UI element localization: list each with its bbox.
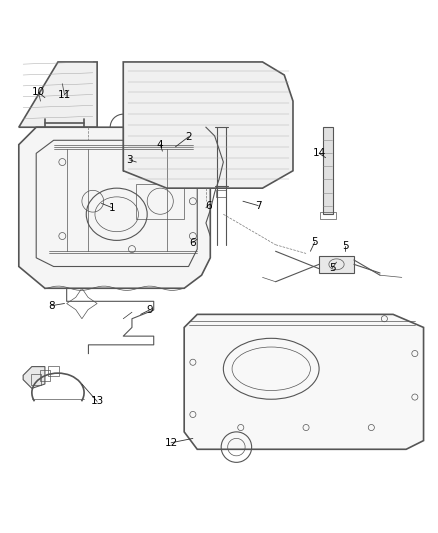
Polygon shape	[184, 314, 424, 449]
Text: 14: 14	[312, 148, 326, 158]
Text: 9: 9	[146, 305, 153, 315]
Text: 8: 8	[48, 301, 55, 311]
Polygon shape	[123, 62, 293, 188]
Text: 2: 2	[185, 132, 192, 142]
Polygon shape	[319, 256, 354, 273]
Text: 3: 3	[127, 155, 133, 165]
Text: 5: 5	[342, 241, 349, 252]
Polygon shape	[322, 127, 333, 214]
Text: 6: 6	[205, 200, 212, 211]
Polygon shape	[19, 62, 97, 127]
Text: 13: 13	[91, 397, 104, 407]
Text: 1: 1	[109, 203, 116, 213]
Text: 11: 11	[58, 90, 71, 100]
Text: 12: 12	[165, 438, 178, 448]
Text: 5: 5	[329, 263, 336, 273]
Polygon shape	[19, 127, 210, 288]
Text: 5: 5	[311, 237, 318, 247]
Text: 7: 7	[255, 200, 261, 211]
Text: 6: 6	[190, 238, 196, 247]
Polygon shape	[23, 367, 45, 389]
Text: 10: 10	[32, 87, 45, 98]
Text: 4: 4	[157, 140, 163, 150]
